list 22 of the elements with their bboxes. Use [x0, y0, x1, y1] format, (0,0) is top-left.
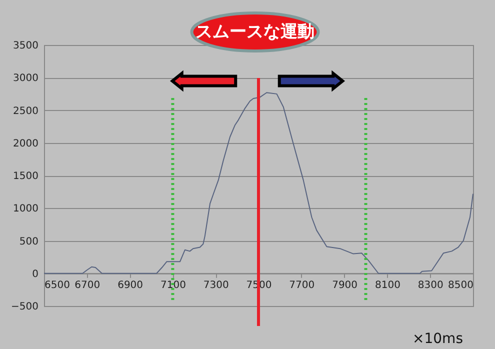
x-tick-label: 6500 [44, 280, 70, 291]
y-tick-label: −500 [11, 302, 38, 312]
x-tick-label: 8500 [448, 280, 474, 291]
y-tick-label: 0 [32, 268, 38, 280]
x-tick-label: 8300 [418, 280, 444, 291]
y-tick-label: 2000 [13, 138, 38, 150]
x-tick-label: 6700 [74, 280, 100, 291]
y-tick-label: 2500 [13, 106, 38, 117]
y-tick-label: 3000 [13, 73, 38, 84]
x-tick-label: 8100 [374, 280, 400, 291]
line-series [44, 92, 474, 274]
x-tick-label: 7900 [332, 280, 358, 291]
x-tick-label: 7100 [160, 280, 186, 291]
y-tick-label: 1500 [13, 171, 38, 182]
y-tick-label: 3500 [13, 40, 38, 52]
x-tick-label: 7700 [289, 280, 315, 291]
x-axis-title: ×10ms [412, 331, 463, 347]
x-tick-label: 7300 [203, 280, 229, 291]
y-tick-label: 1000 [13, 204, 38, 215]
text: スムースな運動 [196, 22, 314, 42]
y-tick-label: 500 [19, 236, 38, 248]
x-tick-label: 6900 [118, 280, 144, 291]
